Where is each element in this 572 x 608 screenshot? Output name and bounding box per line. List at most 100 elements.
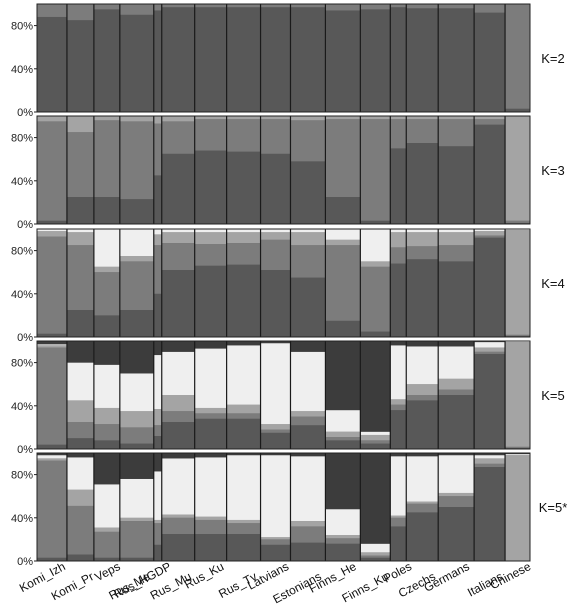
bar-segment [360, 431, 391, 435]
bar-segment [93, 484, 120, 528]
bar-segment [119, 521, 154, 558]
k-label: K=4 [541, 276, 565, 291]
bar-segment [37, 4, 67, 17]
bar-segment [119, 557, 154, 561]
bar-segment [325, 239, 361, 246]
bar-segment [474, 353, 506, 449]
bar-segment [226, 243, 261, 265]
bar-segment [93, 266, 120, 273]
bar-segment [194, 7, 227, 113]
bar-segment [260, 341, 291, 344]
bar-segment [226, 534, 261, 561]
bar-segment [406, 456, 439, 502]
bar-segment [360, 543, 391, 553]
bar-segment [325, 197, 361, 224]
bar-segment [406, 8, 439, 112]
bar-segment [93, 229, 120, 267]
bar-segment [438, 146, 475, 224]
bar-segment [360, 331, 391, 337]
bar-segment [194, 413, 227, 419]
bar-segment [66, 232, 94, 246]
bar-segment [37, 458, 67, 461]
bar-segment [37, 16, 67, 112]
bar-segment [406, 453, 439, 457]
bar-segment [93, 407, 120, 425]
bar-segment [119, 261, 154, 310]
bar-segment [66, 341, 94, 363]
y-tick-label: 0% [17, 556, 33, 568]
bar-segment [66, 116, 94, 133]
bar-segment [260, 239, 291, 271]
bar-segment [226, 232, 261, 244]
bar-segment [260, 453, 291, 456]
bar-segment [119, 310, 154, 337]
bar-segment [360, 119, 391, 221]
bar-segment [360, 9, 391, 112]
bar-segment [325, 116, 361, 120]
bar-segment [406, 229, 439, 233]
bar-segment [37, 231, 67, 237]
bar-segment [93, 424, 120, 441]
bar-segment [37, 220, 67, 224]
bar-segment [438, 232, 475, 246]
bar-segment [438, 389, 475, 395]
bar-segment [325, 229, 361, 240]
y-tick-label: 80% [11, 133, 33, 145]
bar-segment [360, 341, 391, 432]
bar-segment [325, 119, 361, 197]
bar-segment [226, 523, 261, 534]
bar-segment [93, 453, 120, 485]
bar-segment [37, 341, 67, 345]
bar-segment [119, 453, 154, 479]
admixture-panels: 0% 40% 80% K=2 0% 40% 80% K=3 0% 40% 80% K=4 0% 40% 80… [11, 3, 567, 568]
bar-segment [360, 453, 391, 544]
bar-segment [37, 121, 67, 221]
bar-segment [194, 229, 227, 233]
bar-segment [226, 418, 261, 449]
bar-segment [325, 410, 361, 432]
bar-segment [66, 132, 94, 197]
bar-segment [119, 517, 154, 522]
bar-segment [325, 543, 361, 561]
bar-segment [505, 229, 530, 231]
bar-segment [474, 4, 506, 13]
bar-segment [161, 4, 195, 8]
bar-segment [93, 4, 120, 10]
bar-segment [325, 509, 361, 536]
bar-segment [360, 116, 391, 120]
bar-segment [153, 123, 162, 176]
bar-segment [260, 4, 291, 8]
bar-segment [390, 341, 407, 346]
bar-segment [194, 232, 227, 245]
bar-segment [66, 362, 94, 401]
bar-segment [360, 555, 391, 558]
bar-segment [194, 265, 227, 337]
bar-segment [360, 266, 391, 332]
bar-segment [438, 455, 475, 493]
bar-segment [406, 232, 439, 247]
y-tick-label: 80% [11, 21, 33, 33]
bar-segment [325, 4, 361, 11]
bar-segment [153, 544, 162, 561]
bar-segment [474, 342, 506, 348]
bar-segment [153, 234, 162, 246]
bar-segment [474, 341, 506, 343]
bar-segment [119, 427, 154, 444]
bar-segment [226, 341, 261, 346]
bar-segment [119, 121, 154, 200]
bar-segment [438, 116, 475, 120]
bar-segment [226, 264, 261, 337]
bar-segment [290, 351, 326, 412]
bar-segment [226, 229, 261, 233]
bar-segment [153, 453, 162, 472]
y-tick-label: 0% [17, 444, 33, 456]
bar-segment [390, 119, 407, 149]
bar-segment [406, 395, 439, 401]
bar-segment [406, 143, 439, 224]
bar-segment [93, 120, 120, 197]
bar-segment [474, 12, 506, 113]
bar-segment [161, 411, 195, 422]
bar-segment [194, 4, 227, 8]
bar-segment [360, 552, 391, 556]
bar-segment [438, 395, 475, 449]
